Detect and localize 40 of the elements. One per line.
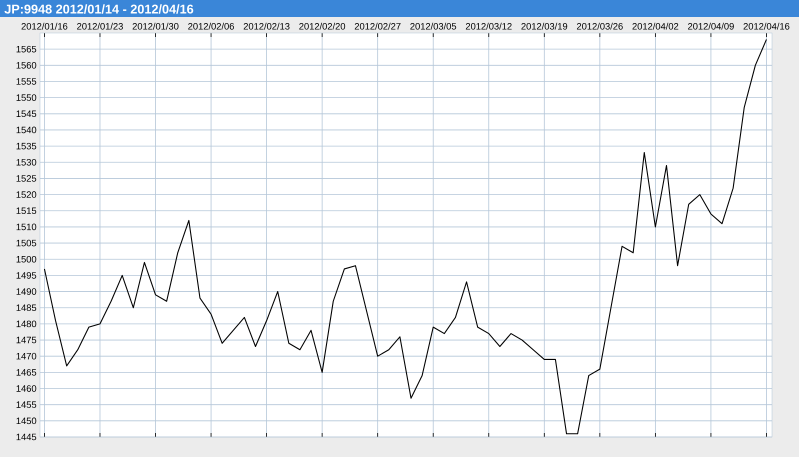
y-tick-label: 1455 bbox=[16, 401, 36, 408]
x-tick-label: 2012/03/19 bbox=[521, 22, 568, 30]
y-tick-label: 1555 bbox=[16, 78, 36, 85]
x-tick-label: 2012/03/05 bbox=[410, 22, 456, 30]
y-tick-label: 1490 bbox=[16, 288, 36, 295]
y-tick-label: 1445 bbox=[16, 434, 36, 440]
x-tick-label: 2012/02/20 bbox=[299, 22, 346, 30]
x-tick-label: 2012/01/23 bbox=[77, 22, 123, 30]
x-tick-label: 2012/02/27 bbox=[354, 22, 401, 30]
y-tick-label: 1500 bbox=[16, 256, 36, 263]
y-tick-label: 1450 bbox=[16, 418, 36, 424]
x-tick-label: 2012/01/16 bbox=[22, 22, 68, 30]
y-tick-label: 1525 bbox=[16, 175, 36, 182]
x-tick-label: 2012/03/26 bbox=[576, 22, 623, 30]
x-tick-label: 2012/04/02 bbox=[632, 22, 678, 30]
y-tick-label: 1520 bbox=[16, 191, 36, 198]
x-tick-label: 2012/01/30 bbox=[132, 22, 179, 30]
y-tick-label: 1510 bbox=[16, 224, 36, 230]
y-tick-label: 1480 bbox=[16, 320, 36, 328]
y-tick-label: 1465 bbox=[16, 369, 36, 376]
x-tick-label: 2012/02/06 bbox=[188, 22, 234, 30]
y-tick-label: 1545 bbox=[16, 110, 36, 118]
y-tick-label: 1515 bbox=[16, 208, 36, 214]
x-tick-label: 2012/02/13 bbox=[244, 22, 290, 30]
x-tick-label: 2012/04/16 bbox=[744, 22, 790, 30]
x-tick-label: 2012/04/09 bbox=[688, 22, 734, 30]
x-tick-label: 2012/03/12 bbox=[466, 22, 512, 30]
y-tick-label: 1540 bbox=[16, 126, 36, 134]
y-tick-label: 1485 bbox=[16, 304, 36, 312]
y-tick-label: 1475 bbox=[16, 336, 36, 344]
y-tick-label: 1535 bbox=[16, 142, 36, 150]
y-tick-label: 1460 bbox=[16, 385, 36, 392]
y-tick-label: 1565 bbox=[16, 46, 36, 52]
y-tick-label: 1470 bbox=[16, 352, 36, 360]
y-tick-label: 1505 bbox=[16, 240, 36, 246]
y-tick-label: 1530 bbox=[16, 158, 36, 166]
y-tick-label: 1495 bbox=[16, 272, 36, 279]
chart-title: JP:9948 2012/01/14 - 2012/04/16 bbox=[4, 4, 194, 14]
y-tick-label: 1560 bbox=[16, 62, 36, 69]
y-tick-label: 1550 bbox=[16, 94, 36, 101]
